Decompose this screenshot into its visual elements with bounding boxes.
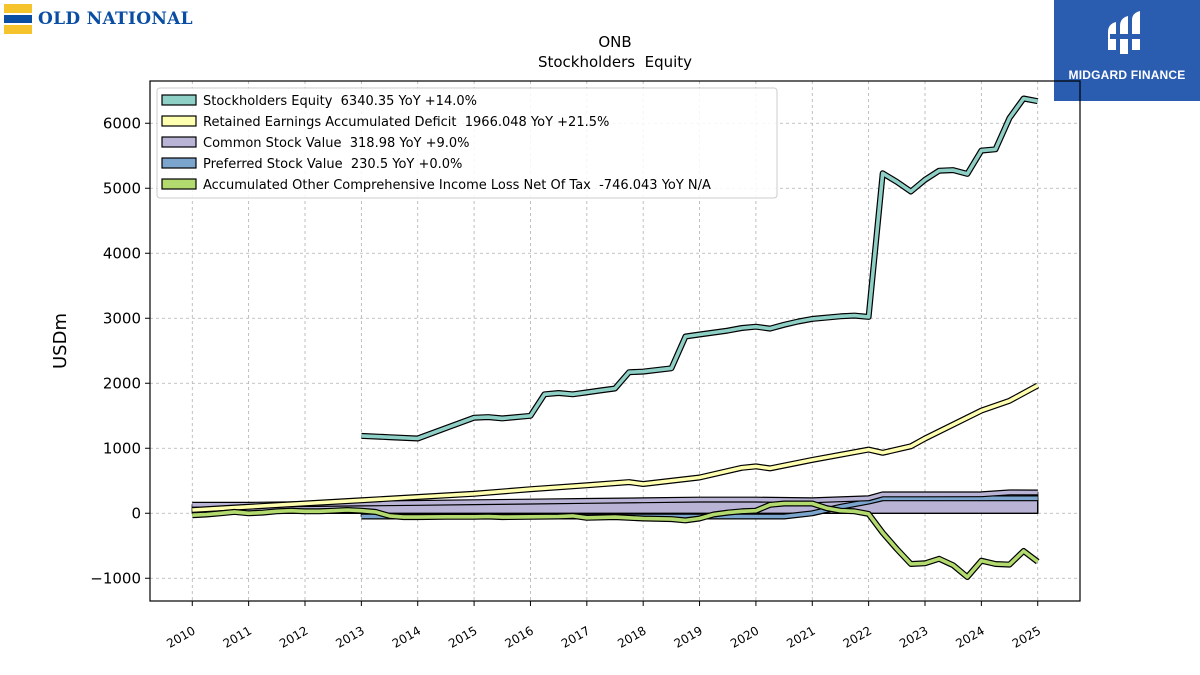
legend-swatch <box>161 94 197 106</box>
series-lines <box>192 95 1040 580</box>
legend-label: Preferred Stock Value 230.5 YoY +0.0% <box>203 157 462 172</box>
x-tick-label: 2023 <box>897 623 930 650</box>
old-national-logo: OLD NATIONAL <box>4 4 193 35</box>
legend-label: Stockholders Equity 6340.35 YoY +14.0% <box>203 94 477 109</box>
legend-box <box>156 87 778 199</box>
legend-label: Retained Earnings Accumulated Deficit 19… <box>203 115 609 130</box>
x-tick-label: 2014 <box>390 623 423 650</box>
x-tick-label: 2017 <box>559 623 592 650</box>
midgard-finance-logo: MIDGARD FINANCE <box>1054 0 1200 101</box>
y-tick-label: −1000 <box>90 569 141 587</box>
midgard-finance-logo-text: MIDGARD FINANCE <box>1068 68 1186 82</box>
x-tick-label: 2024 <box>953 623 986 650</box>
old-national-logo-text: OLD NATIONAL <box>38 9 193 29</box>
y-tick-label: 6000 <box>103 114 141 132</box>
x-tick-label: 2012 <box>277 623 310 650</box>
x-tick-label: 2019 <box>672 623 705 650</box>
legend-swatch <box>161 136 197 148</box>
midgard-finance-logo-mark-icon <box>1108 11 1140 54</box>
series-accumulated-other-comprehensive-income-l-line <box>192 501 1039 579</box>
legend-swatch <box>161 157 197 169</box>
x-tick-label: 2016 <box>503 623 536 650</box>
x-tick-label: 2025 <box>1010 623 1043 650</box>
y-tick-label: 3000 <box>103 309 141 327</box>
legend: Stockholders Equity 6340.35 YoY +14.0% Re… <box>156 87 778 199</box>
x-tick-label: 2022 <box>841 623 874 650</box>
series-stockholders-equity-line <box>361 96 1039 441</box>
legend-label: Common Stock Value 318.98 YoY +9.0% <box>203 136 470 151</box>
y-tick-label: 1000 <box>103 439 141 457</box>
plot-frame <box>149 80 1081 602</box>
x-tick-label: 2015 <box>446 623 479 650</box>
legend-label: Accumulated Other Comprehensive Income L… <box>203 178 711 193</box>
x-tick-label: 2013 <box>333 623 366 650</box>
legend-swatch <box>161 178 197 190</box>
y-tick-label: 2000 <box>103 374 141 392</box>
old-national-logo-mark-icon <box>4 4 32 35</box>
series-retained-earnings-accumulated-deficit-line <box>192 383 1039 512</box>
chart-title: ONB <box>598 33 631 51</box>
y-tick-label: 0 <box>131 504 141 522</box>
series-accumulated-other-comprehensive-income-l-outline <box>192 500 1040 580</box>
x-tick-label: 2021 <box>784 623 817 650</box>
chart-subtitle: Stockholders Equity <box>538 53 692 71</box>
y-axis-label: USDm <box>50 313 71 369</box>
x-tick-label: 2020 <box>728 623 761 650</box>
x-axis: 2010 2011 2012 2013 2014 2015 2016 2017 2018 2019… <box>164 601 1043 651</box>
legend-swatch <box>161 115 197 127</box>
y-tick-label: 5000 <box>103 179 141 197</box>
y-tick-label: 4000 <box>103 244 141 262</box>
y-axis: −1000 0 1000 2000 3000 4000 5000 6000 <box>90 114 150 587</box>
x-tick-label: 2018 <box>615 623 648 650</box>
x-tick-label: 2010 <box>164 623 197 650</box>
x-tick-label: 2011 <box>221 623 254 650</box>
